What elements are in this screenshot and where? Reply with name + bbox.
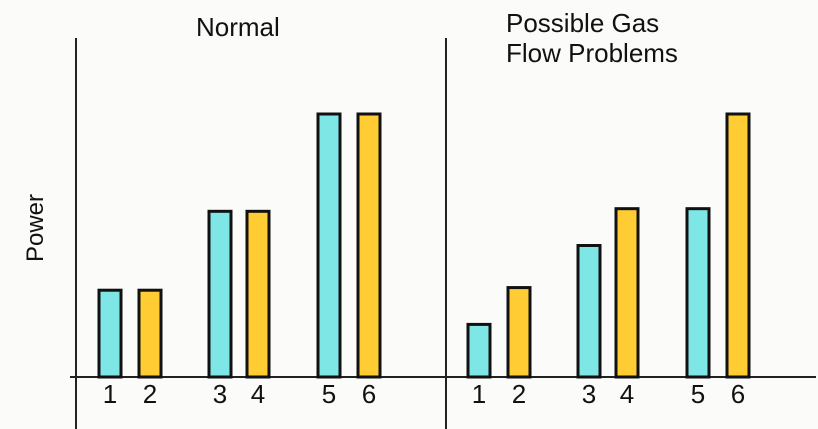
tick-label-panel1-5: 5 [322, 379, 336, 409]
bar-panel1-3 [207, 209, 233, 379]
tick-label-panel2-2: 2 [512, 379, 526, 409]
panel-title-normal: Normal [196, 12, 280, 42]
bar-panel2-5 [685, 207, 711, 379]
tick-label-panel2-1: 1 [472, 379, 486, 409]
bar-panel2-6 [725, 112, 751, 379]
bar-panel1-6 [356, 112, 382, 379]
bar-panel2-1 [466, 322, 492, 379]
panel-title-gas-flow: Possible Gas Flow Problems [506, 8, 746, 68]
bar-panel2-2 [506, 286, 532, 379]
bar-panel1-1 [97, 288, 123, 379]
bar-panel1-5 [316, 112, 342, 379]
tick-label-panel1-2: 2 [143, 379, 157, 409]
y-axis-label: Power [22, 193, 49, 263]
tick-label-panel2-3: 3 [582, 379, 596, 409]
tick-label-panel2-6: 6 [731, 379, 745, 409]
tick-label-panel1-3: 3 [213, 379, 227, 409]
bar-panel2-3 [576, 244, 602, 379]
bars-layer [97, 112, 751, 379]
tick-label-panel2-5: 5 [691, 379, 705, 409]
tick-label-panel1-4: 4 [251, 379, 265, 409]
tick-label-panel1-6: 6 [362, 379, 376, 409]
tick-label-panel1-1: 1 [103, 379, 117, 409]
bar-panel1-2 [137, 288, 163, 379]
panel-title-line-2: Flow Problems [506, 38, 678, 68]
bar-panel2-4 [614, 207, 640, 379]
tick-label-panel2-4: 4 [620, 379, 634, 409]
bar-panel1-4 [245, 209, 271, 379]
panel-title-line-1: Possible Gas [506, 8, 660, 38]
